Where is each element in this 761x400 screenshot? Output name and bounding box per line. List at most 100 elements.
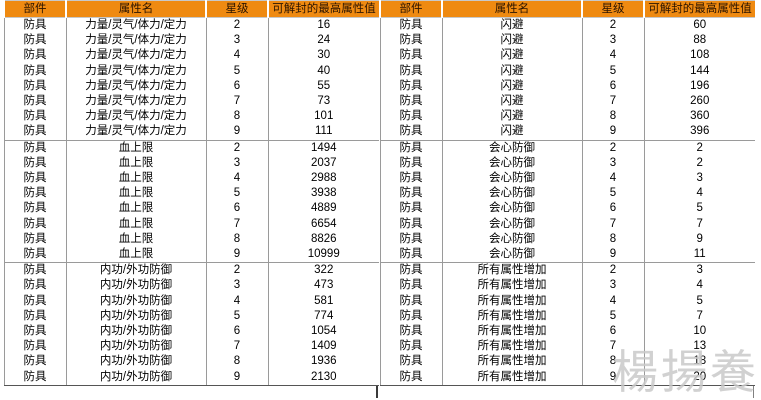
cell-star: 9	[206, 369, 269, 386]
cell-star: 5	[582, 63, 645, 79]
cell-attribute: 力量/灵气/体力/定力	[66, 63, 207, 79]
cell-part: 防具	[3, 78, 67, 95]
cell-part: 防具	[379, 339, 443, 355]
cell-star: 3	[582, 33, 645, 49]
table-row: 防具 会心防御 6 5	[379, 201, 755, 217]
cell-max-value: 4	[644, 278, 755, 294]
cell-star: 3	[206, 155, 269, 172]
table-row: 防具 力量/灵气/体力/定力 8 101	[3, 109, 379, 125]
table-row: 防具 内功/外功防御 5 774	[3, 308, 379, 325]
cell-max-value: 473	[268, 278, 379, 294]
cell-part: 防具	[3, 48, 67, 64]
cell-part: 防具	[379, 308, 443, 325]
cell-max-value: 30	[268, 48, 379, 64]
cell-attribute: 会心防御	[442, 186, 583, 202]
right-table-wrapper: 部件 属性名 星级 可解封的最高属性值 防具 闪避 2 60 防具 闪避 3 88 防具 闪避 4 1…	[379, 0, 755, 398]
cell-part: 防具	[3, 171, 67, 187]
cell-star: 6	[206, 78, 269, 95]
cell-max-value: 9	[644, 231, 755, 248]
cell-max-value: 10	[644, 324, 755, 340]
cell-star: 4	[582, 293, 645, 309]
cell-star: 6	[582, 78, 645, 95]
table-row: 防具 力量/灵气/体力/定力 6 55	[3, 78, 379, 95]
cell-max-value: 8826	[268, 231, 379, 248]
cell-max-value: 5	[644, 293, 755, 309]
cell-part: 防具	[379, 354, 443, 370]
cell-attribute: 所有属性增加	[442, 262, 583, 279]
cell-max-value: 4889	[268, 201, 379, 217]
header-cell-part: 部件	[3, 0, 67, 18]
cell-star: 7	[206, 216, 269, 232]
cell-part: 防具	[3, 231, 67, 248]
cell-part: 防具	[379, 278, 443, 294]
cell-star: 4	[582, 48, 645, 64]
cell-attribute: 血上限	[66, 140, 207, 156]
cell-part: 防具	[379, 78, 443, 95]
table-row: 防具 闪避 4 108	[379, 48, 755, 64]
cell-part: 防具	[3, 201, 67, 217]
table-row: 防具 所有属性增加 3 4	[379, 278, 755, 294]
cell-max-value: 40	[268, 63, 379, 79]
cell-star: 9	[206, 124, 269, 141]
cell-max-value: 101	[268, 109, 379, 125]
cell-max-value: 396	[644, 124, 755, 141]
cell-max-value: 73	[268, 94, 379, 110]
cell-max-value: 2130	[268, 369, 379, 386]
table-row: 防具 会心防御 9 11	[379, 247, 755, 264]
cell-part: 防具	[3, 94, 67, 110]
cell-star: 5	[206, 63, 269, 79]
cell-max-value: 60	[644, 17, 755, 34]
cell-attribute: 内功/外功防御	[66, 293, 207, 309]
table-row: 防具 内功/外功防御 8 1936	[3, 354, 379, 370]
attribute-tables: 部件 属性名 星级 可解封的最高属性值 防具 力量/灵气/体力/定力 2 16 防具 力量…	[3, 0, 758, 398]
cell-star: 5	[582, 308, 645, 325]
cell-max-value: 360	[644, 109, 755, 125]
cell-max-value: 2	[644, 140, 755, 156]
cell-star: 9	[582, 369, 645, 386]
header-cell-max-value: 可解封的最高属性值	[268, 0, 379, 18]
table-row: 防具 内功/外功防御 3 473	[3, 278, 379, 294]
cell-star: 3	[582, 278, 645, 294]
cell-star: 9	[582, 247, 645, 264]
cell-attribute: 内功/外功防御	[66, 308, 207, 325]
cell-part: 防具	[379, 109, 443, 125]
cell-star: 3	[206, 278, 269, 294]
table-row: 防具 会心防御 8 9	[379, 231, 755, 248]
table-row: 防具 会心防御 2 2	[379, 140, 755, 156]
header-cell-part: 部件	[379, 0, 443, 18]
cell-attribute: 内功/外功防御	[66, 354, 207, 370]
cell-star: 8	[582, 354, 645, 370]
table-row: 防具 血上限 4 2988	[3, 171, 379, 187]
cell-part: 防具	[3, 293, 67, 309]
left-table-header: 部件 属性名 星级 可解封的最高属性值	[3, 0, 379, 18]
cell-attribute: 内功/外功防御	[66, 262, 207, 279]
cell-attribute: 血上限	[66, 201, 207, 217]
table-row: 防具 血上限 2 1494	[3, 140, 379, 156]
table-row: 防具 内功/外功防御 6 1054	[3, 324, 379, 340]
cell-attribute: 力量/灵气/体力/定力	[66, 48, 207, 64]
table-row: 防具 力量/灵气/体力/定力 9 111	[3, 124, 379, 141]
cell-attribute: 内功/外功防御	[66, 324, 207, 340]
cell-part: 防具	[379, 171, 443, 187]
cell-star: 7	[582, 94, 645, 110]
cell-max-value: 24	[268, 33, 379, 49]
cell-part: 防具	[3, 155, 67, 172]
cell-star: 7	[206, 94, 269, 110]
cell-part: 防具	[379, 369, 443, 386]
cell-max-value: 1494	[268, 140, 379, 156]
cell-attribute: 力量/灵气/体力/定力	[66, 124, 207, 141]
cell-attribute: 血上限	[66, 155, 207, 172]
table-row: 防具 所有属性增加 9 20	[379, 369, 755, 386]
cell-star: 2	[206, 17, 269, 34]
cell-attribute: 血上限	[66, 186, 207, 202]
cell-attribute: 所有属性增加	[442, 308, 583, 325]
cell-star: 2	[582, 140, 645, 156]
cell-attribute: 所有属性增加	[442, 354, 583, 370]
cell-max-value: 7	[644, 216, 755, 232]
cell-attribute: 力量/灵气/体力/定力	[66, 109, 207, 125]
cell-star: 4	[582, 171, 645, 187]
cell-attribute: 会心防御	[442, 201, 583, 217]
cell-attribute: 血上限	[66, 231, 207, 248]
cell-attribute: 所有属性增加	[442, 324, 583, 340]
table-row: 防具 内功/外功防御 2 322	[3, 262, 379, 279]
